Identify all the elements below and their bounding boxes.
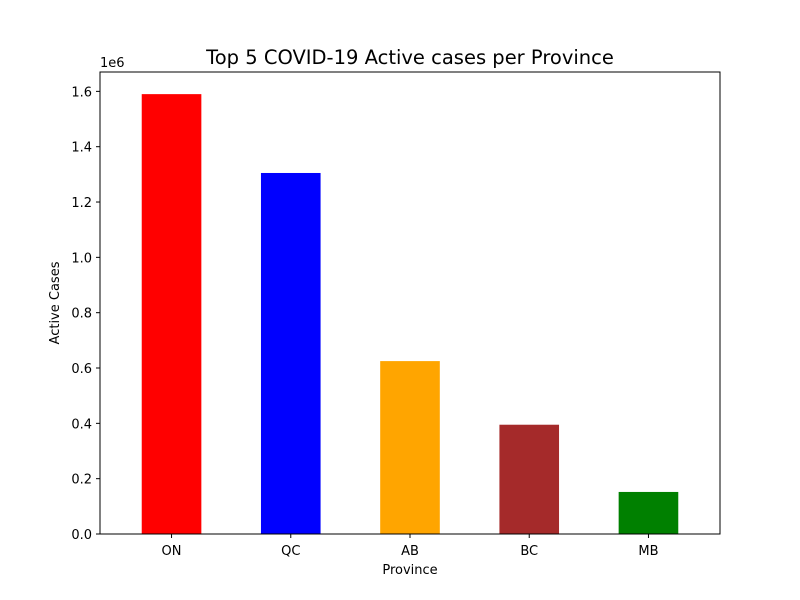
bar-on	[141, 94, 202, 534]
y-axis-ticks: 0.0 0.2 0.4 0.6 0.8 1.0 1.2 1.4 1.6	[71, 85, 100, 543]
x-tick-label: MB	[638, 544, 658, 559]
y-axis-offset-label: 1e6	[100, 56, 125, 71]
y-tick-label: 0.4	[71, 417, 92, 432]
x-tick-label: ON	[162, 544, 182, 559]
x-tick-label: QC	[281, 544, 300, 559]
bar-ab	[380, 361, 440, 534]
y-tick-label: 0.8	[71, 307, 92, 322]
bar-qc	[260, 172, 321, 535]
bars-group	[141, 94, 679, 535]
y-tick-label: 0.2	[71, 473, 92, 488]
y-tick-label: 1.0	[71, 251, 92, 266]
bar-mb	[618, 491, 679, 534]
x-axis-ticks: ON QC AB BC MB	[162, 534, 659, 559]
x-axis-label: Province	[382, 563, 437, 578]
chart-title: Top 5 COVID-19 Active cases per Province	[205, 46, 614, 69]
x-tick-label: AB	[401, 544, 419, 559]
x-tick-label: BC	[520, 544, 538, 559]
plot-frame	[99, 71, 721, 535]
y-tick-label: 1.2	[71, 196, 92, 211]
y-tick-label: 1.4	[71, 141, 92, 156]
y-axis-label: Active Cases	[48, 261, 63, 344]
y-tick-label: 1.6	[71, 85, 92, 100]
bar-bc	[499, 424, 560, 534]
y-tick-label: 0.6	[71, 362, 92, 377]
y-tick-label: 0.0	[71, 528, 92, 543]
